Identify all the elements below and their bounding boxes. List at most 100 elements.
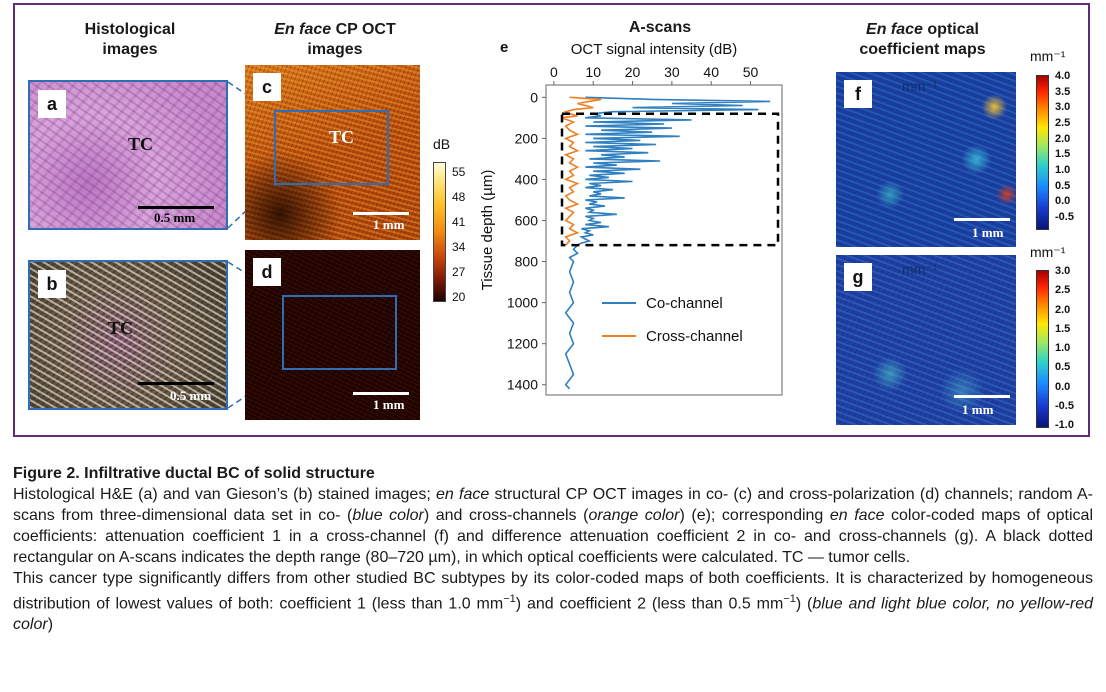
header-ascans: A-scans	[628, 19, 692, 36]
cb-g-ticks-label: 3.0	[1055, 265, 1071, 277]
panel-b-vangieson-image: b TC 0.5 mm	[28, 260, 228, 410]
panel-a-he-image: a TC 0.5 mm	[28, 80, 228, 230]
colorbar-db	[433, 162, 446, 302]
cap-p1-run-8: color-coded maps of optical coefficients…	[13, 507, 1094, 566]
y-tick-label: 1400	[507, 377, 538, 393]
y-tick-label: 400	[515, 171, 539, 187]
cap-p2-run-5: blue and light blue color, no yellow-red…	[13, 595, 1094, 634]
x-tick-label: 20	[625, 64, 641, 80]
cb-f-ticks-label: 3.0	[1055, 101, 1071, 114]
panel-label-e: e	[500, 39, 508, 56]
cb-f-ticks-label: 1.0	[1055, 164, 1071, 176]
caption-title: Figure 2. Infiltrative ductal BC of soli…	[13, 465, 375, 482]
cb-f-ticks-label: 2.5	[1055, 117, 1071, 129]
tc-label-c: TC	[329, 127, 355, 147]
header-coef: En face optical coefficient maps	[835, 20, 1010, 60]
panel-label-g: g	[844, 263, 872, 291]
cap-p1-run-3: blue color	[352, 507, 424, 524]
cb-g-ticks-label: 1.5	[1055, 322, 1071, 335]
scale-text-b: 0.5 mm	[170, 388, 212, 403]
plot-frame	[545, 84, 783, 396]
scale-bar-c	[353, 212, 409, 215]
colorbar-f-unit: mm⁻¹	[1030, 48, 1066, 64]
y-tick-label: 1200	[507, 336, 538, 352]
panel-f-coef1-map: f mm⁻¹ 1 mm	[836, 72, 1016, 247]
y-tick-label: 800	[515, 254, 539, 270]
map-unit-overlay-g: mm⁻¹	[902, 261, 938, 277]
panel-label-a: a	[38, 90, 66, 118]
series-line-cross-channel	[561, 96, 602, 246]
y-tick-label: 200	[515, 130, 539, 146]
colorbar-g	[1036, 270, 1049, 428]
legend-label: Cross-channel	[646, 328, 743, 345]
tc-label-b: TC	[108, 318, 134, 338]
cb-db-ticks-label: 55	[452, 165, 466, 179]
cb-f-ticks-label: 1.5	[1055, 148, 1071, 161]
x-axis-label: OCT signal intensity (dB)	[571, 41, 737, 58]
header-cpoct: En face CP OCT images	[245, 20, 425, 60]
scale-bar-f	[954, 218, 1010, 221]
cb-f-ticks-label: -0.5	[1055, 211, 1074, 223]
scale-text-a: 0.5 mm	[154, 210, 196, 225]
cb-f-ticks-label: 4.0	[1055, 70, 1071, 82]
roi-box-d	[282, 295, 397, 370]
panel-label-f: f	[844, 80, 872, 108]
caption-paragraph-2: This cancer type significantly differs f…	[13, 568, 1093, 635]
scale-text-c: 1 mm	[373, 217, 405, 232]
scale-text-d: 1 mm	[373, 397, 405, 412]
cb-f-ticks-label: 0.0	[1055, 195, 1071, 208]
cap-p1-run-4: ) and cross-channels (	[423, 507, 589, 524]
ascan-chart: e OCT signal intensity (dB) 0 10 20 30 40 50 Tis…	[479, 39, 783, 396]
cap-p1-run-6: ) (e); corresponding	[679, 507, 830, 524]
x-tick-label: 50	[743, 64, 759, 80]
cap-p1-run-7: en face	[829, 507, 885, 524]
cap-p1-run-2: structural CP OCT images in co- (c) and …	[13, 486, 1093, 524]
colorbar-g-unit: mm⁻¹	[1030, 244, 1066, 260]
colorbar-db-unit: dB	[433, 136, 451, 152]
panel-label-c: c	[253, 73, 281, 101]
y-axis-label: Tissue depth (µm)	[479, 170, 496, 291]
colorbar-f	[1036, 75, 1049, 230]
caption-paragraph-1: Histological H&E (a) and van Gieson’s (b…	[13, 484, 1093, 568]
cb-g-ticks-label: -1.0	[1055, 419, 1074, 431]
cap-p2-run-4: ) (	[795, 595, 813, 613]
cb-db-ticks-label: 20	[452, 290, 466, 304]
panel-d-cross-oct-image: d 1 mm	[245, 250, 420, 420]
scale-text-f: 1 mm	[972, 225, 1004, 240]
y-tick-label: 0	[530, 89, 538, 105]
cb-g-ticks-label: -0.5	[1055, 399, 1074, 412]
scale-bar-d	[353, 392, 409, 395]
cap-p1-run-0: Histological H&E (a) and van Gieson’s (b…	[13, 486, 437, 503]
cap-p1-run-1: en face	[436, 486, 490, 503]
y-tick-label: 600	[515, 212, 539, 228]
panel-g-coef2-map: g mm⁻¹ 1 mm	[836, 255, 1016, 425]
header-cpoct-italic: En face	[274, 21, 332, 38]
header-coef-italic: En face	[866, 21, 923, 38]
map-unit-overlay-f: mm⁻¹	[902, 78, 938, 94]
x-tick-label: 10	[585, 64, 601, 80]
cb-g-ticks-label: 2.5	[1055, 284, 1071, 297]
panel-c-co-oct-image: c TC 1 mm	[245, 65, 420, 240]
roi-box-c	[274, 110, 389, 185]
scale-bar-b	[138, 382, 214, 385]
cap-p2-run-2: ) and coefficient 2 (less than 0.5 mm	[515, 595, 784, 613]
x-tick-label: 0	[550, 64, 558, 80]
scale-bar-a	[138, 206, 214, 209]
cap-p2-run-0: This cancer type significantly differs f…	[13, 570, 1093, 613]
header-histology: Histological images	[84, 21, 176, 58]
figure-caption: Figure 2. Infiltrative ductal BC of soli…	[13, 463, 1093, 635]
cb-db-ticks-label: 27	[452, 265, 466, 279]
cb-g-ticks-label: 2.0	[1055, 303, 1071, 316]
cb-g-ticks-label: 0.5	[1055, 361, 1071, 374]
cb-g-ticks-label: 0.0	[1055, 380, 1071, 393]
scale-bar-g	[954, 395, 1010, 398]
cb-f-ticks-label: 2.0	[1055, 132, 1071, 145]
x-tick-label: 30	[664, 64, 680, 80]
panel-label-d: d	[253, 258, 281, 286]
cb-f-ticks-label: 3.5	[1055, 85, 1071, 98]
cb-g-ticks-label: 1.0	[1055, 342, 1071, 354]
header-coef-rest: optical coefficient maps	[859, 21, 986, 58]
panel-label-b: b	[38, 270, 66, 298]
scale-text-g: 1 mm	[962, 402, 994, 417]
y-tick-label: 1000	[507, 295, 538, 311]
